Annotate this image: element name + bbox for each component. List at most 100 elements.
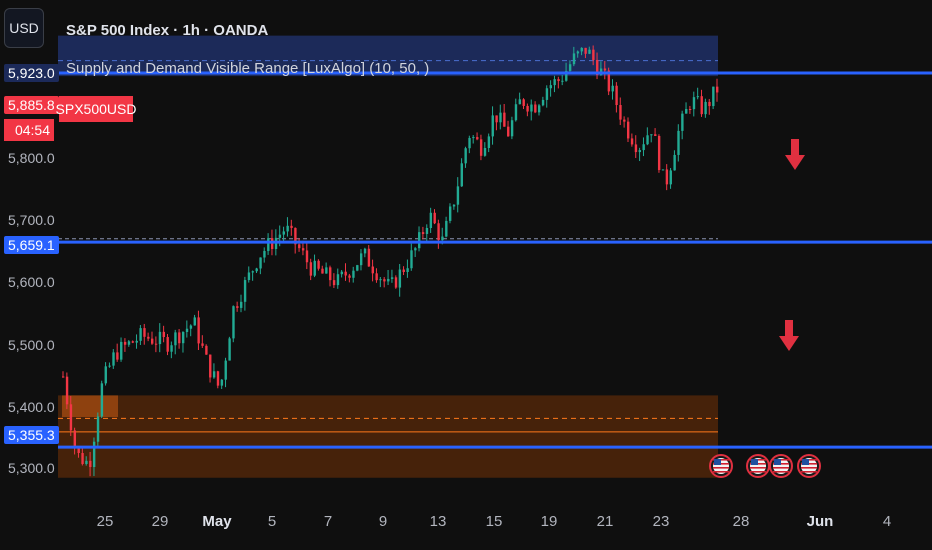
x-axis-tick: 23 xyxy=(652,513,670,530)
candle xyxy=(650,134,653,136)
candle xyxy=(344,271,347,276)
candle xyxy=(611,85,614,92)
y-axis-tick: 5,500.0 xyxy=(8,337,55,353)
x-axis-tick: Jun xyxy=(806,513,834,530)
candle xyxy=(363,248,367,254)
candle xyxy=(406,268,409,273)
candle xyxy=(185,328,189,333)
arrow-head xyxy=(779,336,799,351)
candle xyxy=(638,150,642,153)
candle xyxy=(92,441,96,468)
candle xyxy=(290,225,293,228)
indicator-label[interactable]: Supply and Demand Visible Range [LuxAlgo… xyxy=(66,60,430,77)
currency-button[interactable]: USD xyxy=(4,8,44,48)
candle xyxy=(100,383,104,417)
candle xyxy=(588,49,591,54)
candle xyxy=(232,306,235,339)
candle xyxy=(630,138,634,145)
flag-stripe xyxy=(801,471,817,473)
candle xyxy=(522,99,525,106)
candle xyxy=(518,99,522,105)
candle xyxy=(329,267,332,281)
candle xyxy=(402,269,405,273)
candle xyxy=(123,341,127,345)
candle xyxy=(166,337,169,352)
candle xyxy=(545,88,549,100)
candle xyxy=(441,236,444,241)
candle xyxy=(499,112,502,123)
candle xyxy=(716,86,719,93)
candle xyxy=(580,47,583,52)
candle xyxy=(700,96,703,115)
candle xyxy=(336,274,340,286)
candle xyxy=(553,79,556,86)
candle xyxy=(305,250,309,263)
candle xyxy=(410,250,413,269)
candle xyxy=(464,148,467,164)
candle xyxy=(692,97,696,110)
candle xyxy=(340,271,344,275)
us-flag-icon xyxy=(797,454,821,478)
candle xyxy=(236,306,239,308)
candle xyxy=(549,85,552,89)
x-axis-tick: 7 xyxy=(323,513,333,530)
candle xyxy=(448,206,452,221)
candle xyxy=(677,130,680,155)
candle xyxy=(418,232,421,249)
candle xyxy=(708,101,711,107)
flag-stripe xyxy=(750,467,766,469)
candle xyxy=(445,220,448,237)
candle xyxy=(383,279,386,282)
candle xyxy=(96,416,100,442)
y-axis-tick: 5,400.0 xyxy=(8,399,55,415)
candle xyxy=(452,204,456,207)
candle xyxy=(661,169,665,171)
candle xyxy=(371,266,374,274)
candle xyxy=(228,338,231,361)
candle xyxy=(379,279,382,281)
candle xyxy=(665,169,669,185)
candle xyxy=(201,343,204,346)
candle xyxy=(576,51,580,54)
candle xyxy=(367,248,371,267)
flag-stripe xyxy=(801,467,817,469)
candle xyxy=(537,105,541,113)
candle xyxy=(681,113,684,131)
candle xyxy=(437,223,440,241)
candle xyxy=(356,265,359,271)
flag-canton xyxy=(802,459,809,465)
candle xyxy=(596,59,599,76)
flag-stripe xyxy=(713,471,729,473)
candle xyxy=(286,225,289,232)
candle xyxy=(503,112,506,127)
candle xyxy=(77,447,80,454)
flag-canton xyxy=(714,459,721,465)
candle xyxy=(112,352,115,366)
candle xyxy=(607,70,611,92)
down-arrow-icon xyxy=(785,139,805,170)
candle xyxy=(460,163,463,187)
demand-zone xyxy=(58,395,718,478)
candle xyxy=(654,134,657,136)
x-axis-tick: 19 xyxy=(540,513,558,530)
candle xyxy=(135,340,138,343)
flag-stripe xyxy=(750,471,766,473)
candle xyxy=(483,147,487,156)
bar-countdown: 04:54 xyxy=(4,119,54,141)
candle xyxy=(69,404,73,431)
candle xyxy=(685,108,688,114)
y-axis-tick: 5,600.0 xyxy=(8,274,55,290)
us-flag-icon xyxy=(709,454,733,478)
candle xyxy=(220,379,224,386)
candle xyxy=(209,354,212,378)
x-axis-tick: May xyxy=(202,513,232,530)
candle xyxy=(568,64,572,71)
candle xyxy=(696,96,700,98)
candle xyxy=(85,460,88,464)
candle xyxy=(89,460,92,468)
candle xyxy=(193,317,196,326)
candle xyxy=(398,269,402,288)
candle xyxy=(352,270,355,278)
candle xyxy=(147,336,150,339)
